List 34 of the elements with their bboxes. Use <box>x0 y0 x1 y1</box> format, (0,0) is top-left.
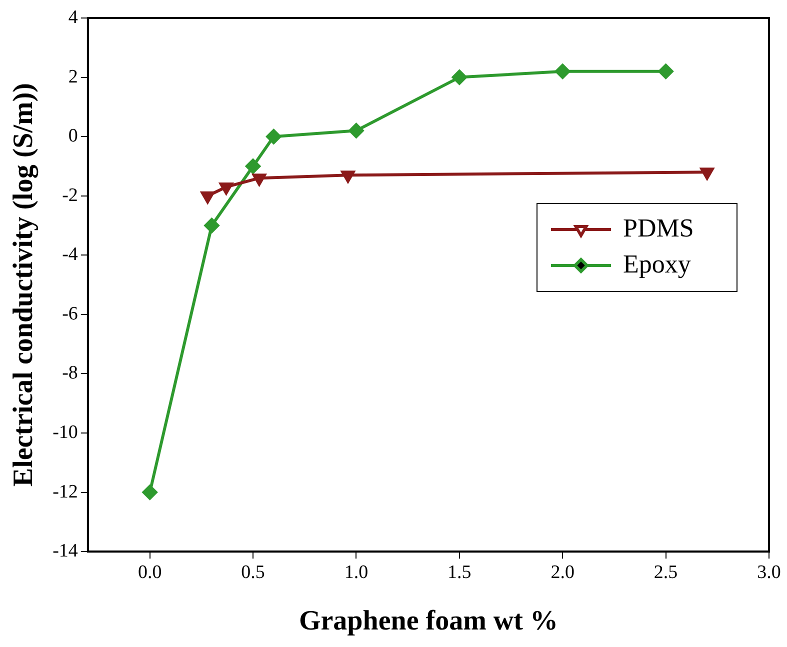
x-tick-label: 2.0 <box>550 562 574 583</box>
point <box>246 158 261 174</box>
x-tick-label: 0.0 <box>138 562 162 583</box>
point <box>658 64 674 79</box>
point <box>252 174 266 186</box>
x-tick-label: 2.5 <box>654 562 678 583</box>
point <box>555 64 570 79</box>
y-tick-label: -8 <box>62 362 78 384</box>
y-tick-label: -6 <box>62 303 78 324</box>
y-tick-label: -14 <box>52 540 78 562</box>
y-tick-label: -2 <box>62 184 78 206</box>
x-axis-title: Graphene foam wt % <box>298 605 558 636</box>
x-tick-label: 0.5 <box>241 562 265 583</box>
point <box>204 218 220 234</box>
x-tick-label: 3.0 <box>757 562 781 583</box>
point <box>452 70 467 85</box>
legend-label: PDMS <box>623 213 694 242</box>
point <box>700 168 714 180</box>
x-tick-label: 1.0 <box>344 562 368 583</box>
x-tick-label: 1.5 <box>448 562 472 583</box>
y-tick-label: 4 <box>68 6 78 28</box>
point <box>220 182 233 194</box>
y-tick-label: 0 <box>68 126 78 147</box>
y-tick-label: -4 <box>62 244 78 266</box>
point <box>200 191 214 204</box>
y-tick-label: 2 <box>68 66 78 88</box>
point <box>266 129 282 144</box>
y-tick-label: -10 <box>52 422 78 444</box>
y-tick-label: -12 <box>52 481 78 502</box>
point <box>348 123 364 138</box>
point <box>142 484 158 500</box>
y-axis-title: Electrical conductivity (log (S/m)) <box>8 83 40 487</box>
point <box>341 170 355 183</box>
legend-label: Epoxy <box>623 249 691 278</box>
